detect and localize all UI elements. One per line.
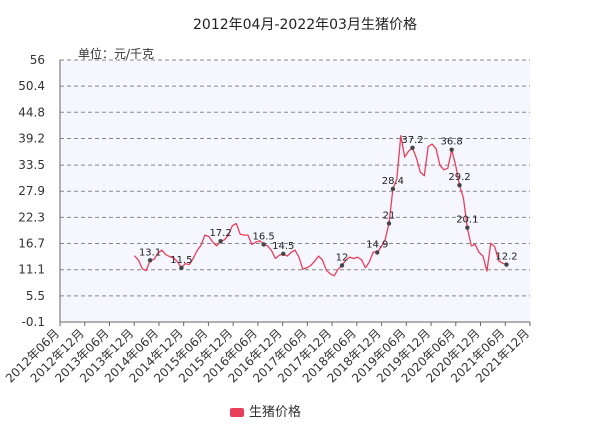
data-label: 28.4 [382, 176, 404, 187]
y-tick-label: 11.1 [18, 263, 45, 277]
legend-swatch [230, 408, 244, 417]
y-axis-label: 单位：元/千克 [78, 46, 154, 61]
data-point-marker [457, 182, 462, 188]
y-tick-label: 22.3 [18, 210, 45, 224]
data-label: 14.5 [272, 241, 294, 252]
y-tick-label: 50.4 [18, 79, 45, 93]
x-axis-ticks: 2012年06月2012年12月2013年06月2013年12月2014年06月… [3, 322, 532, 385]
data-point-marker [390, 186, 396, 192]
legend-label: 生猪价格 [249, 405, 302, 420]
data-point-marker [147, 258, 153, 263]
data-point-marker [375, 250, 380, 255]
data-point-marker [386, 221, 392, 226]
y-tick-label: -0.1 [22, 315, 45, 329]
data-point-marker [449, 147, 454, 152]
data-label: 17.2 [209, 228, 231, 239]
data-label: 29.2 [448, 172, 470, 183]
y-tick-label: 39.2 [18, 131, 45, 145]
series-layer [133, 135, 507, 277]
data-label: 37.2 [401, 135, 423, 146]
series-line-生猪价格 [133, 135, 507, 277]
data-label: 12 [336, 252, 349, 263]
legend: 生猪价格 [230, 401, 301, 420]
y-tick-label: 44.8 [18, 105, 45, 119]
data-label: 14.9 [366, 239, 388, 250]
grid-lines [60, 59, 530, 297]
y-tick-label: 33.5 [18, 158, 45, 172]
data-point-marker [504, 262, 509, 267]
data-point-marker [410, 145, 415, 151]
chart-title: 2012年04月-2022年03月生猪价格 [193, 17, 417, 33]
data-point-marker [339, 263, 345, 268]
data-labels: 13.1 11.5 17.2 16.514.5 12 14.9 21 28.4 37.2 36.8… [139, 135, 518, 271]
data-label: 16.5 [253, 231, 275, 242]
data-label: 20.1 [456, 215, 478, 226]
data-label: 11.5 [170, 255, 192, 266]
data-point-marker [465, 225, 470, 230]
data-point-marker [218, 239, 223, 244]
y-axis-ticks: 56 50.4 44.8 39.2 33.5 27.9 22.3 16.7 11.1 5.5 -0.… [18, 53, 45, 329]
data-label: 36.8 [441, 137, 463, 148]
data-label: 12.2 [495, 252, 517, 263]
y-tick-label: 5.5 [26, 289, 45, 303]
y-tick-label: 27.9 [18, 184, 45, 198]
data-point-marker [179, 265, 184, 271]
y-tick-label: 56 [30, 53, 45, 67]
data-point-marker [261, 242, 266, 247]
data-label: 13.1 [139, 247, 161, 258]
y-tick-label: 16.7 [18, 237, 45, 251]
data-point-marker [281, 251, 286, 257]
data-label: 21 [383, 210, 396, 221]
